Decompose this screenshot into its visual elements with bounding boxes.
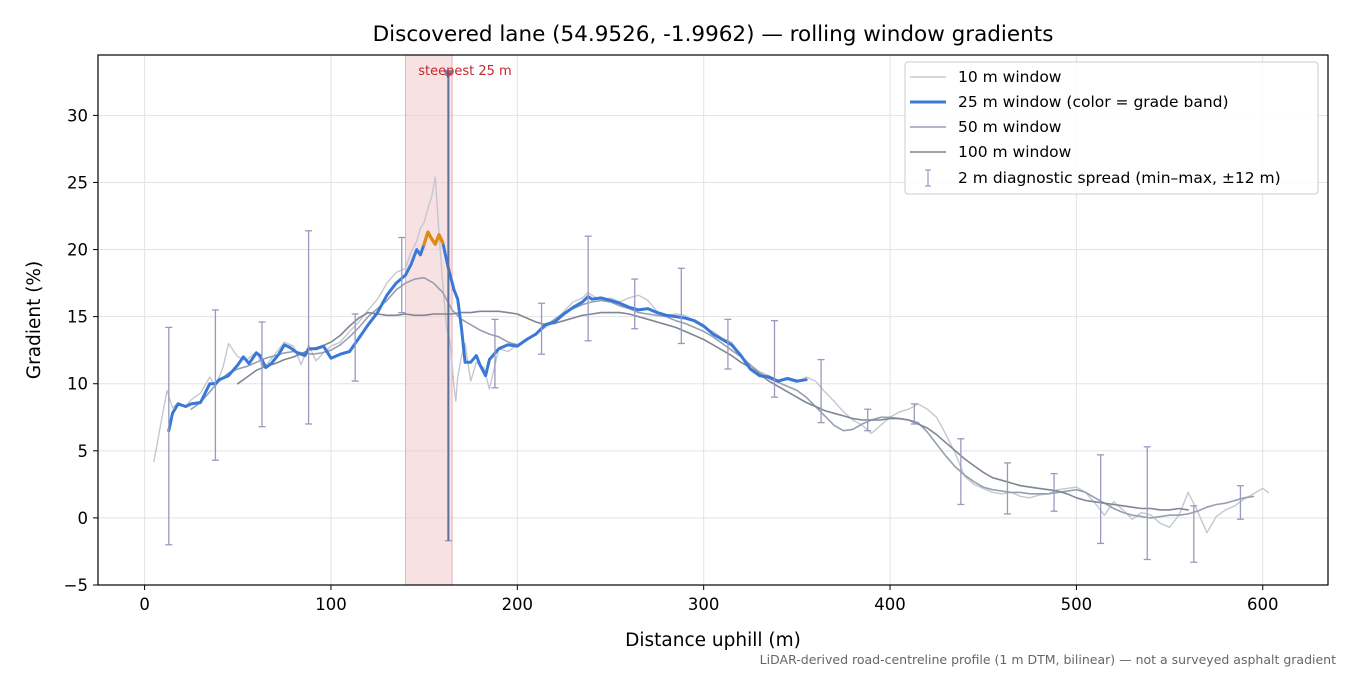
x-axis-ticks: 0 100 200 300 400 500 600 <box>139 585 1279 614</box>
y-tick-label: 30 <box>67 106 88 125</box>
y-axis-label: Gradient (%) <box>24 261 45 379</box>
steepest-marker-triangle <box>443 70 454 80</box>
x-tick-label: 300 <box>688 595 720 614</box>
steepest-band <box>405 54 453 586</box>
error-bar <box>771 320 778 398</box>
x-tick-label: 100 <box>315 595 347 614</box>
error-bar <box>1236 485 1244 520</box>
legend-label-10m: 10 m window <box>958 68 1062 86</box>
series-lines <box>153 176 1270 534</box>
x-axis-label: Distance uphill (m) <box>625 630 801 651</box>
error-bar <box>351 313 359 382</box>
x-tick-label: 400 <box>874 595 906 614</box>
y-tick-label: 15 <box>67 308 88 327</box>
error-bar <box>398 236 406 314</box>
legend-label-25m: 25 m window (color = grade band) <box>958 93 1229 111</box>
series-25m-line <box>167 230 808 433</box>
legend-handle-errorbar <box>925 169 931 187</box>
y-tick-label: −5 <box>64 576 88 595</box>
legend-label-errorbar: 2 m diagnostic spread (min–max, ±12 m) <box>958 169 1281 187</box>
error-bar <box>305 230 313 425</box>
highlight-label: steepest 25 m <box>418 64 511 79</box>
legend-box <box>904 61 1319 195</box>
legend-label-100m: 100 m window <box>958 143 1072 161</box>
y-tick-label: 10 <box>67 375 88 394</box>
error-bar <box>1143 446 1151 561</box>
y-tick-label: 5 <box>78 442 89 461</box>
steepest-marker <box>443 70 454 541</box>
error-bar <box>910 403 918 425</box>
series-50m-line <box>190 276 1255 519</box>
x-tick-label: 200 <box>502 595 534 614</box>
error-bar <box>491 318 499 389</box>
error-bar <box>724 318 732 370</box>
error-bar <box>957 438 965 506</box>
footnote: LiDAR-derived road-centreline profile (1… <box>760 652 1336 667</box>
series-25m-steep-segment <box>422 230 445 246</box>
error-bar <box>677 267 685 345</box>
plot-frame <box>97 54 1329 586</box>
error-bar <box>538 302 546 355</box>
y-axis-ticks: −5 0 5 10 15 20 25 30 <box>64 106 98 595</box>
error-bar <box>1003 462 1011 515</box>
error-bar <box>817 358 825 424</box>
error-bar <box>258 321 266 428</box>
chart-title: Discovered lane (54.9526, -1.9962) — rol… <box>373 22 1054 47</box>
error-bar <box>211 309 219 461</box>
error-bar <box>864 408 872 432</box>
error-bar <box>584 235 592 342</box>
error-bar <box>1097 454 1105 545</box>
x-tick-label: 0 <box>139 595 150 614</box>
series-100m-line <box>237 310 1189 511</box>
highlight-band <box>405 54 453 586</box>
error-bar <box>1050 472 1058 512</box>
y-tick-label: 20 <box>67 241 88 260</box>
legend-label-50m: 50 m window <box>958 118 1062 136</box>
y-tick-label: 25 <box>67 173 88 192</box>
x-tick-label: 500 <box>1061 595 1093 614</box>
x-tick-label: 600 <box>1247 595 1279 614</box>
error-bar <box>1190 505 1198 563</box>
error-bar <box>165 326 173 546</box>
y-tick-label: 0 <box>78 509 89 528</box>
error-bar <box>631 278 639 330</box>
legend: 10 m window 25 m window (color = grade b… <box>904 61 1319 195</box>
series-10m-line <box>153 176 1270 534</box>
